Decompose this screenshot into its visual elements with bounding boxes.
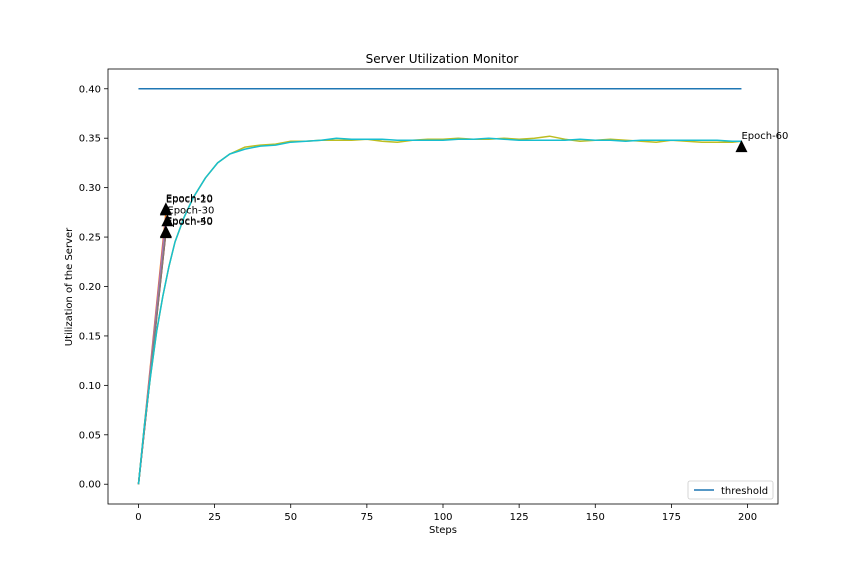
chart-title: Server Utilization Monitor — [366, 52, 519, 66]
x-axis: 0 25 50 75 100 125 150 175 200 — [135, 504, 757, 523]
x-tick-label: 150 — [586, 512, 605, 523]
annotation-marker — [735, 140, 748, 153]
y-tick-label: 0.15 — [79, 331, 101, 342]
y-axis-label: Utilization of the Server — [64, 227, 75, 346]
x-tick-label: 175 — [662, 512, 681, 523]
annotation-marker — [161, 214, 174, 227]
plot-frame — [107, 68, 779, 505]
y-tick-label: 0.00 — [79, 480, 101, 491]
annotation-label: Epoch-10 — [166, 193, 213, 204]
x-tick-label: 25 — [208, 512, 221, 523]
series-line-7 — [137, 135, 742, 485]
annotation-marker — [159, 203, 172, 216]
y-axis: 0.00 0.05 0.10 0.15 0.20 0.25 0.30 0.35 0.40 — [79, 84, 108, 491]
x-tick-label: 100 — [433, 512, 452, 523]
annotation-label: Epoch-20 — [166, 194, 213, 205]
x-tick-label: 125 — [510, 512, 529, 523]
x-tick-label: 200 — [738, 512, 757, 523]
annotation-layer: Epoch-10Epoch-20Epoch-30Epoch-40Epoch-50… — [159, 131, 788, 239]
y-tick-label: 0.20 — [79, 282, 101, 293]
series-layer — [137, 88, 742, 485]
y-tick-label: 0.35 — [79, 134, 101, 145]
x-tick-label: 0 — [135, 512, 141, 523]
x-tick-label: 50 — [284, 512, 297, 523]
y-tick-label: 0.40 — [79, 84, 101, 95]
annotation-label: Epoch-50 — [166, 217, 213, 228]
legend-box — [687, 480, 774, 500]
y-tick-label: 0.30 — [79, 183, 101, 194]
y-tick-label: 0.10 — [79, 381, 101, 392]
annotation-marker — [159, 226, 172, 239]
x-axis-label: Steps — [429, 525, 457, 536]
y-tick-label: 0.25 — [79, 233, 101, 244]
y-tick-label: 0.05 — [79, 430, 101, 441]
annotation-label: Epoch-60 — [741, 131, 788, 142]
series-line-8 — [137, 137, 742, 485]
legend: threshold — [687, 480, 774, 500]
x-tick-label: 75 — [360, 512, 373, 523]
annotation-label: Epoch-30 — [167, 205, 214, 216]
legend-label-threshold: threshold — [721, 486, 768, 497]
annotation-label: Epoch-40 — [166, 216, 213, 227]
